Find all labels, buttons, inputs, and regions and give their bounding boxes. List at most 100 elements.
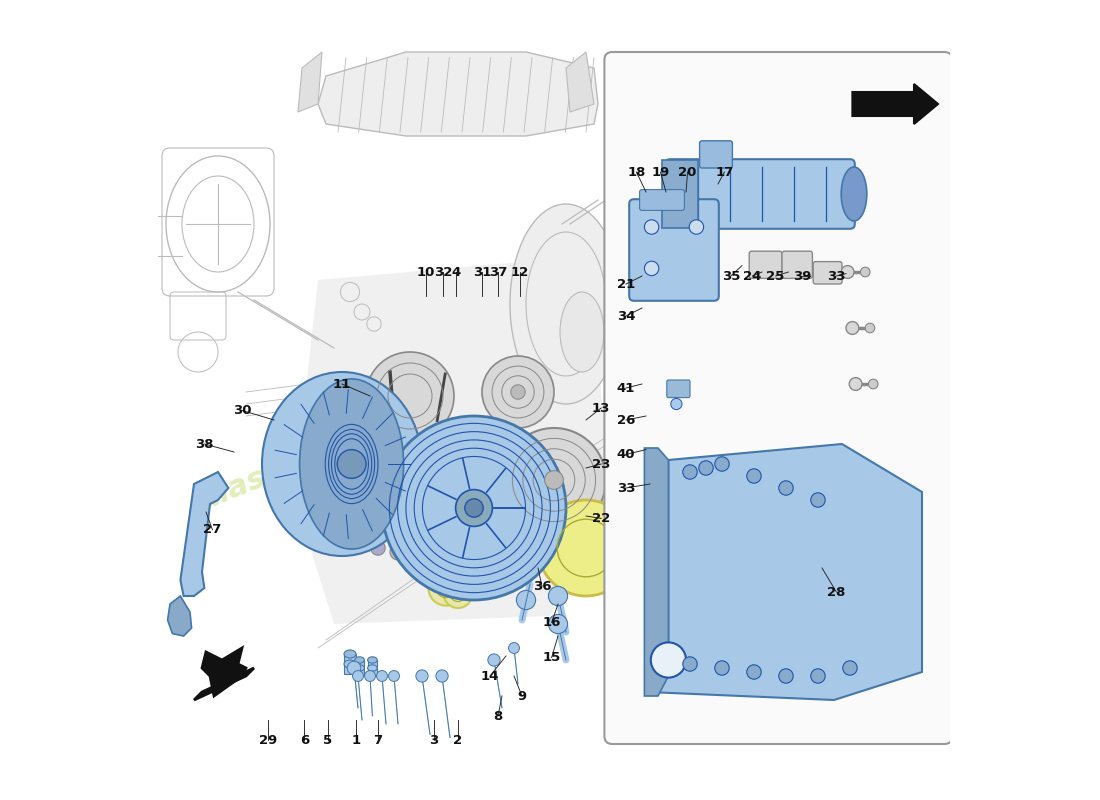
Circle shape [866,323,874,333]
Circle shape [811,669,825,683]
Ellipse shape [299,379,404,549]
Circle shape [482,356,554,428]
Text: 27: 27 [204,523,221,536]
Bar [355,660,364,676]
Polygon shape [167,596,191,636]
Bar [344,654,356,674]
Circle shape [353,670,363,682]
Polygon shape [294,256,610,624]
Circle shape [549,586,568,606]
Text: 3: 3 [429,734,439,746]
Bar [367,660,377,676]
Ellipse shape [367,665,377,671]
Ellipse shape [510,204,622,404]
Text: 18: 18 [627,166,646,178]
Circle shape [860,267,870,277]
Circle shape [868,379,878,389]
Ellipse shape [344,660,356,668]
Circle shape [544,470,563,490]
Text: 33: 33 [827,270,846,282]
Text: 24: 24 [744,270,761,282]
Circle shape [465,499,483,517]
Circle shape [645,220,659,234]
Text: 15: 15 [542,651,561,664]
Circle shape [443,579,472,608]
Circle shape [390,544,406,560]
Circle shape [683,465,697,479]
Circle shape [715,457,729,471]
Circle shape [779,669,793,683]
Polygon shape [180,472,229,596]
Text: 41: 41 [617,382,635,394]
Circle shape [428,570,463,606]
Text: 34: 34 [617,310,636,322]
Circle shape [366,352,454,440]
Text: 19: 19 [651,166,670,178]
Text: 31: 31 [473,266,492,278]
Circle shape [715,661,729,675]
Text: 29: 29 [260,734,277,746]
Polygon shape [202,648,246,696]
Text: 33: 33 [617,482,636,494]
Circle shape [361,530,379,550]
FancyBboxPatch shape [667,380,690,398]
Circle shape [843,661,857,675]
Circle shape [388,670,399,682]
Text: 37: 37 [488,266,507,278]
Circle shape [747,469,761,483]
Circle shape [698,461,713,475]
Text: 26: 26 [617,414,635,426]
Circle shape [538,500,634,596]
Circle shape [683,657,697,671]
FancyBboxPatch shape [604,52,953,744]
Circle shape [436,670,448,682]
Text: 13: 13 [592,402,611,414]
FancyBboxPatch shape [782,251,813,278]
Polygon shape [318,52,598,136]
Text: alassicpartsshop1985: alassicpartsshop1985 [387,412,745,580]
Polygon shape [566,52,594,112]
Circle shape [382,416,566,600]
Circle shape [510,385,525,399]
Text: 8: 8 [494,710,503,722]
Polygon shape [648,372,688,440]
Circle shape [690,220,704,234]
Circle shape [424,558,437,570]
Text: 4: 4 [452,266,461,278]
Text: 6: 6 [300,734,309,746]
Circle shape [376,670,387,682]
Text: 1: 1 [352,734,361,746]
FancyBboxPatch shape [639,190,684,210]
Text: 40: 40 [617,448,636,461]
Ellipse shape [560,292,604,372]
FancyBboxPatch shape [666,159,855,229]
Text: 32: 32 [433,266,452,278]
Polygon shape [662,160,698,228]
FancyBboxPatch shape [700,141,733,168]
Text: 5: 5 [323,734,332,746]
FancyBboxPatch shape [749,251,782,278]
Polygon shape [648,444,922,700]
Circle shape [747,665,761,679]
Text: 35: 35 [722,270,740,282]
Ellipse shape [262,372,422,556]
Text: 21: 21 [617,278,635,290]
Text: 28: 28 [827,586,846,598]
Circle shape [846,322,859,334]
Circle shape [371,541,385,555]
Circle shape [443,561,458,575]
Circle shape [338,450,366,478]
Circle shape [549,614,568,634]
Circle shape [671,398,682,410]
Text: 25: 25 [767,270,784,282]
Circle shape [408,554,420,566]
Text: 16: 16 [542,616,561,629]
Circle shape [516,590,536,610]
Text: 2: 2 [453,734,463,746]
FancyBboxPatch shape [813,262,842,284]
Circle shape [416,670,428,682]
Text: 14: 14 [481,670,499,682]
Circle shape [842,266,854,278]
Ellipse shape [344,650,356,658]
Polygon shape [194,668,254,700]
